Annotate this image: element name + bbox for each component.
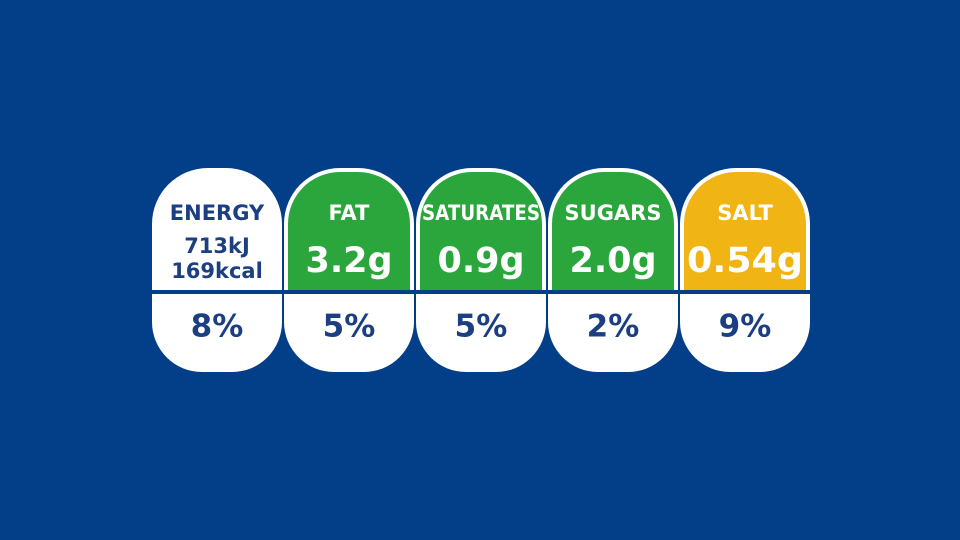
nutrient-amount: 2.0g — [569, 241, 656, 281]
pill-top — [684, 172, 806, 292]
nutrient-name: SUGARS — [565, 201, 662, 225]
nutrient-name: SALT — [717, 201, 773, 225]
pill-top — [420, 172, 542, 292]
divider-line — [152, 290, 810, 294]
nutrient-name: ENERGY — [170, 201, 265, 225]
nutrient-amount: 3.2g — [305, 241, 392, 281]
reference-intake-percent: 8% — [191, 309, 244, 345]
nutrient-amount: 0.9g — [437, 241, 524, 281]
reference-intake-percent: 5% — [455, 309, 508, 345]
nutrient-name: SATURATES — [422, 201, 540, 225]
reference-intake-percent: 9% — [719, 309, 772, 345]
nutrient-name: FAT — [329, 201, 371, 225]
nutrient-amount: 713kJ — [184, 234, 250, 258]
nutrient-amount: 169kcal — [171, 259, 263, 283]
pill-top — [156, 172, 278, 292]
nutrient-amount: 0.54g — [687, 241, 803, 281]
reference-intake-percent: 2% — [587, 309, 640, 345]
reference-intake-percent: 5% — [323, 309, 376, 345]
pill-top — [552, 172, 674, 292]
pill-top — [288, 172, 410, 292]
